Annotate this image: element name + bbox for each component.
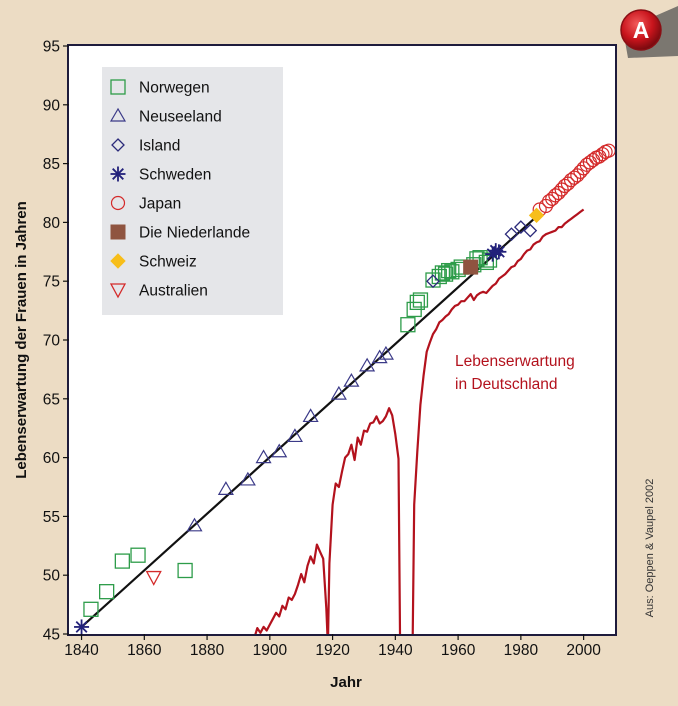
legend-label: Australien	[139, 283, 208, 300]
legend-label: Island	[139, 138, 180, 155]
y-tick-label: 70	[43, 333, 61, 350]
legend-marker	[110, 253, 126, 269]
y-tick-label: 85	[43, 156, 60, 173]
y-tick-label: 90	[43, 97, 61, 114]
x-tick-label: 1900	[253, 642, 288, 659]
x-tick-label: 1840	[64, 642, 99, 659]
y-tick-label: 65	[43, 391, 60, 408]
legend-marker	[109, 107, 127, 122]
y-tick-label: 50	[43, 568, 61, 585]
data-point-norwegen	[114, 553, 130, 569]
legend-label: Japan	[139, 196, 181, 213]
legend-marker	[110, 79, 126, 95]
data-point-island	[426, 274, 440, 289]
data-point-norwegen	[83, 601, 99, 617]
data-point-neuseeland	[371, 349, 388, 364]
data-point-norwegen	[437, 266, 454, 282]
data-point-norwegen	[481, 252, 498, 268]
data-point-die-niederlande	[463, 259, 479, 275]
badge-circle	[620, 9, 662, 51]
x-axis-label: Jahr	[330, 674, 362, 691]
x-tick-label: 1920	[315, 642, 350, 659]
data-point-norwegen	[478, 254, 494, 271]
data-point-japan	[601, 143, 615, 158]
data-point-neuseeland	[255, 449, 272, 464]
data-point-norwegen	[400, 317, 416, 333]
data-point-schweden	[491, 244, 507, 260]
y-axis-label: Lebenserwartung der Frauen in Jahren	[13, 201, 30, 479]
legend-marker	[110, 224, 126, 240]
data-point-island	[523, 223, 538, 238]
y-tick-label: 55	[43, 509, 60, 526]
y-tick-label: 45	[43, 627, 60, 644]
data-point-australien	[145, 570, 162, 586]
legend-label: Die Niederlande	[139, 225, 250, 242]
data-point-norwegen	[130, 547, 146, 563]
annotation-line-2: in Deutschland	[455, 376, 558, 393]
data-point-neuseeland	[302, 408, 319, 423]
badge-letter: A	[633, 17, 650, 43]
data-point-neuseeland	[186, 517, 203, 532]
data-point-norwegen	[472, 250, 488, 266]
data-point-neuseeland	[377, 345, 394, 360]
asterisk-stroke	[75, 621, 88, 633]
legend-marker	[109, 283, 127, 299]
data-point-norwegen	[99, 584, 115, 600]
asterisk-stroke	[492, 245, 505, 258]
data-point-norwegen	[434, 265, 451, 281]
data-point-norwegen	[409, 294, 425, 311]
data-point-norwegen	[441, 262, 457, 279]
data-point-schweden	[74, 619, 90, 634]
data-point-neuseeland	[359, 357, 376, 372]
source-credit: Aus: Oeppen & Vaupel 2002	[644, 479, 656, 618]
legend-marker	[110, 166, 126, 182]
legend-background	[102, 67, 283, 315]
data-point-neuseeland	[330, 385, 347, 400]
data-point-neuseeland	[286, 428, 303, 443]
legend-label: Schweden	[139, 167, 211, 184]
legend-label: Neuseeland	[139, 109, 222, 126]
x-tick-label: 1980	[504, 642, 539, 659]
legend-label: Norwegen	[139, 80, 210, 97]
y-tick-label: 80	[43, 215, 61, 232]
data-point-norwegen	[177, 562, 193, 579]
asterisk-stroke	[112, 168, 124, 180]
y-tick-label: 95	[43, 39, 60, 56]
data-point-island	[504, 227, 519, 242]
data-point-island	[513, 220, 528, 235]
badge: A	[620, 6, 678, 58]
x-tick-label: 1960	[441, 642, 476, 659]
data-point-neuseeland	[239, 471, 256, 486]
x-tick-label: 1940	[378, 642, 413, 659]
data-point-norwegen	[412, 292, 429, 308]
data-point-schweiz	[528, 207, 545, 224]
data-point-neuseeland	[343, 372, 360, 387]
data-point-neuseeland	[271, 443, 288, 458]
germany-series-line	[254, 208, 585, 634]
legend-marker	[111, 138, 125, 152]
y-tick-label: 75	[43, 274, 60, 291]
annotation-line-1: Lebenserwartung	[455, 353, 575, 370]
y-tick-label: 60	[43, 450, 61, 467]
x-tick-label: 1860	[127, 642, 162, 659]
data-point-neuseeland	[217, 481, 234, 495]
legend-marker	[110, 195, 126, 211]
x-tick-label: 1880	[190, 642, 225, 659]
legend-label: Schweiz	[139, 254, 197, 271]
x-tick-label: 2000	[566, 642, 601, 659]
data-point-norwegen	[444, 264, 460, 280]
